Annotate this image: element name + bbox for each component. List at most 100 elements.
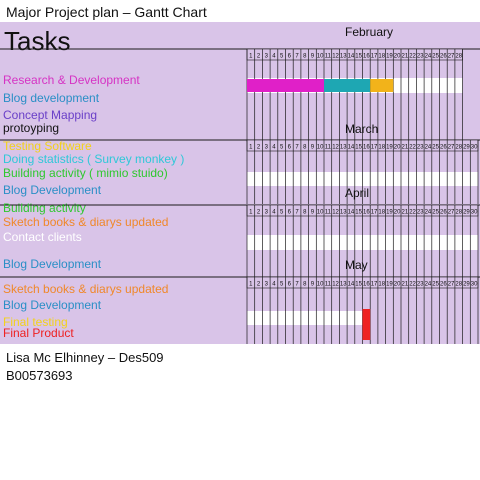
day-label: 17 <box>371 54 378 60</box>
day-label: 14 <box>348 210 355 216</box>
day-label: 21 <box>402 210 409 216</box>
task-label: Blog development <box>3 91 100 105</box>
gantt-bar-2 <box>324 79 371 92</box>
day-label: 20 <box>394 210 401 216</box>
day-label: 11 <box>325 210 332 216</box>
day-label: 26 <box>440 210 447 216</box>
day-label: 1 <box>249 54 253 60</box>
day-label: 12 <box>332 210 339 216</box>
task-label: Blog Development <box>3 183 102 197</box>
day-label: 9 <box>311 210 315 216</box>
day-label: 16 <box>363 145 370 151</box>
day-label: 23 <box>417 282 424 288</box>
day-label: 20 <box>394 282 401 288</box>
day-label: 6 <box>288 282 292 288</box>
day-label: 10 <box>317 54 324 60</box>
day-label: 30 <box>471 282 478 288</box>
day-label: 19 <box>386 54 393 60</box>
task-label: Blog Development <box>3 298 102 312</box>
month-label: March <box>345 122 378 136</box>
day-label: 20 <box>394 54 401 60</box>
chart-title: Tasks <box>4 26 70 56</box>
day-label: 21 <box>402 54 409 60</box>
day-label: 14 <box>348 282 355 288</box>
day-label: 18 <box>378 145 385 151</box>
day-label: 2 <box>257 145 261 151</box>
day-label: 22 <box>409 282 416 288</box>
day-label: 2 <box>257 54 261 60</box>
task-label: Research & Development <box>3 73 140 87</box>
day-label: 26 <box>440 282 447 288</box>
day-label: 22 <box>409 145 416 151</box>
day-label: 24 <box>425 210 432 216</box>
day-label: 13 <box>340 210 347 216</box>
day-label: 8 <box>303 145 307 151</box>
day-label: 29 <box>463 210 470 216</box>
day-label: 2 <box>257 210 261 216</box>
day-label: 21 <box>402 282 409 288</box>
day-label: 12 <box>332 282 339 288</box>
footer: Lisa Mc Elhinney – Des509 B00573693 <box>6 349 164 385</box>
day-label: 24 <box>425 282 432 288</box>
day-label: 18 <box>378 282 385 288</box>
day-label: 8 <box>303 54 307 60</box>
gantt-bar-3 <box>370 79 394 92</box>
day-label: 12 <box>332 145 339 151</box>
day-label: 5 <box>280 145 284 151</box>
author-line: Lisa Mc Elhinney – Des509 <box>6 350 164 365</box>
day-label: 19 <box>386 210 393 216</box>
day-label: 1 <box>249 282 253 288</box>
task-label: Building activity ( mimio stuido) <box>3 166 168 180</box>
day-label: 11 <box>325 145 332 151</box>
gantt-bar-1 <box>362 309 371 340</box>
task-label: Building activity <box>3 201 86 215</box>
day-label: 16 <box>363 210 370 216</box>
day-label: 15 <box>355 282 362 288</box>
day-label: 12 <box>332 54 339 60</box>
day-label: 17 <box>371 282 378 288</box>
task-label: Testing Software <box>3 139 92 153</box>
day-label: 29 <box>463 282 470 288</box>
day-label: 1 <box>249 210 253 216</box>
day-label: 25 <box>432 145 439 151</box>
day-label: 4 <box>272 282 276 288</box>
day-label: 8 <box>303 282 307 288</box>
day-label: 7 <box>295 54 299 60</box>
day-label: 27 <box>448 282 455 288</box>
day-label: 10 <box>317 210 324 216</box>
day-label: 16 <box>363 54 370 60</box>
day-label: 23 <box>417 54 424 60</box>
day-label: 3 <box>265 145 269 151</box>
task-label: Contact clients <box>3 230 82 244</box>
day-label: 22 <box>409 54 416 60</box>
day-label: 27 <box>448 145 455 151</box>
day-label: 26 <box>440 54 447 60</box>
day-label: 17 <box>371 145 378 151</box>
day-label: 6 <box>288 145 292 151</box>
day-label: 8 <box>303 210 307 216</box>
day-label: 9 <box>311 282 315 288</box>
day-label: 14 <box>348 54 355 60</box>
task-label: Doing statistics ( Survey monkey ) <box>3 152 184 166</box>
day-label: 5 <box>280 54 284 60</box>
day-label: 26 <box>440 145 447 151</box>
day-label: 5 <box>280 210 284 216</box>
task-label: Blog Development <box>3 257 102 271</box>
day-label: 7 <box>295 282 299 288</box>
day-label: 10 <box>317 145 324 151</box>
day-label: 30 <box>471 145 478 151</box>
day-label: 16 <box>363 282 370 288</box>
day-label: 15 <box>355 145 362 151</box>
page-title: Major Project plan – Gantt Chart <box>6 4 207 20</box>
task-label: Final testing <box>3 315 68 329</box>
day-label: 4 <box>272 210 276 216</box>
day-label: 3 <box>265 54 269 60</box>
day-label: 27 <box>448 54 455 60</box>
day-label: 24 <box>425 54 432 60</box>
day-label: 29 <box>463 145 470 151</box>
